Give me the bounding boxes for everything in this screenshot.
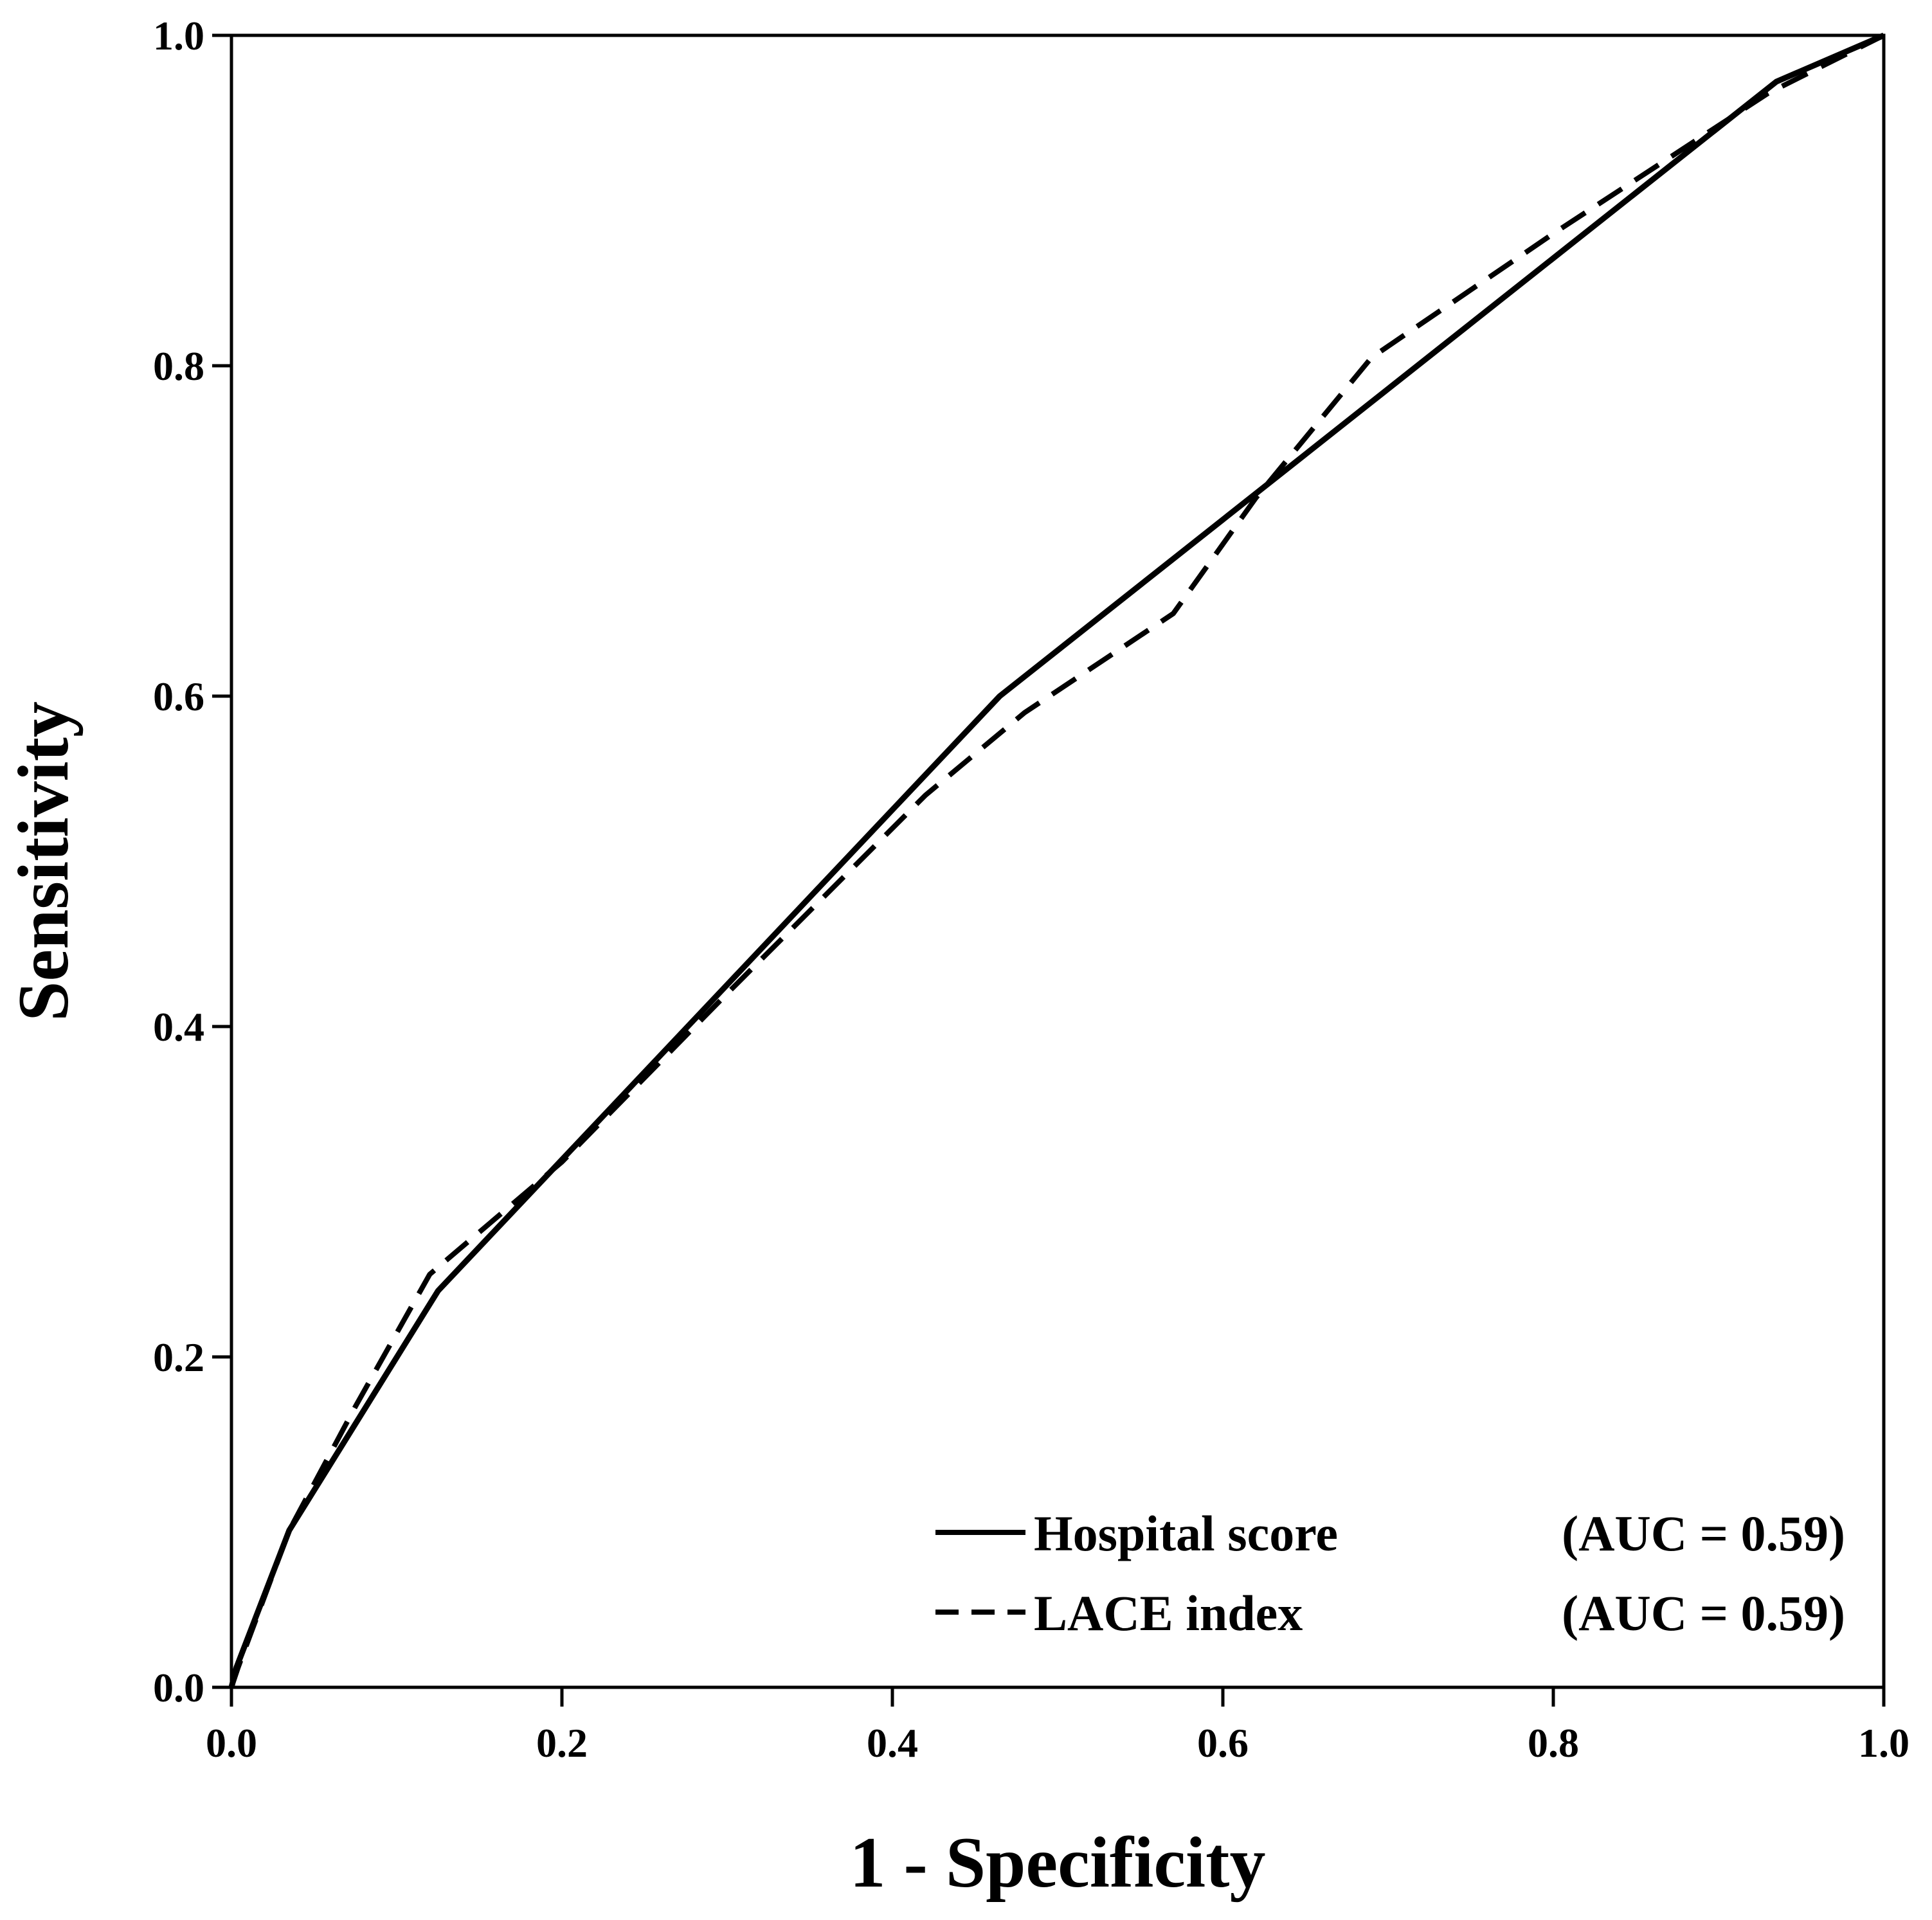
y-tick-label: 0.0 <box>153 1665 204 1710</box>
legend-auc-hospital-score: (AUC = 0.59) <box>1562 1505 1845 1561</box>
x-axis-ticks: 0.0 0.2 0.4 0.6 0.8 1.0 <box>206 1687 1909 1766</box>
legend-label-hospital-score: Hospital score <box>1034 1505 1338 1561</box>
x-tick-label: 0.2 <box>536 1720 588 1766</box>
legend: Hospital score (AUC = 0.59) LACE index (… <box>935 1505 1845 1641</box>
x-tick-label: 0.8 <box>1528 1720 1579 1766</box>
x-tick-label: 1.0 <box>1858 1720 1909 1766</box>
y-tick-label: 0.8 <box>153 343 204 389</box>
series-line-lace-index <box>229 33 1885 1689</box>
series-lines <box>228 32 1885 1689</box>
legend-auc-lace-index: (AUC = 0.59) <box>1562 1585 1845 1641</box>
plot-frame <box>230 33 1886 1689</box>
y-tick-label: 1.0 <box>153 13 204 58</box>
x-axis-title: 1 - Specificity <box>850 1823 1266 1903</box>
y-tick-label: 0.6 <box>153 674 204 719</box>
x-tick-label: 0.0 <box>206 1720 257 1766</box>
y-tick-label: 0.4 <box>153 1004 204 1050</box>
y-tick-label: 0.2 <box>153 1334 204 1380</box>
legend-label-lace-index: LACE index <box>1034 1585 1303 1641</box>
y-axis-title: Sensitivity <box>4 701 84 1021</box>
x-tick-label: 0.6 <box>1197 1720 1249 1766</box>
y-axis-ticks: 0.0 0.2 0.4 0.6 0.8 1.0 <box>153 13 231 1710</box>
x-tick-label: 0.4 <box>867 1720 918 1766</box>
